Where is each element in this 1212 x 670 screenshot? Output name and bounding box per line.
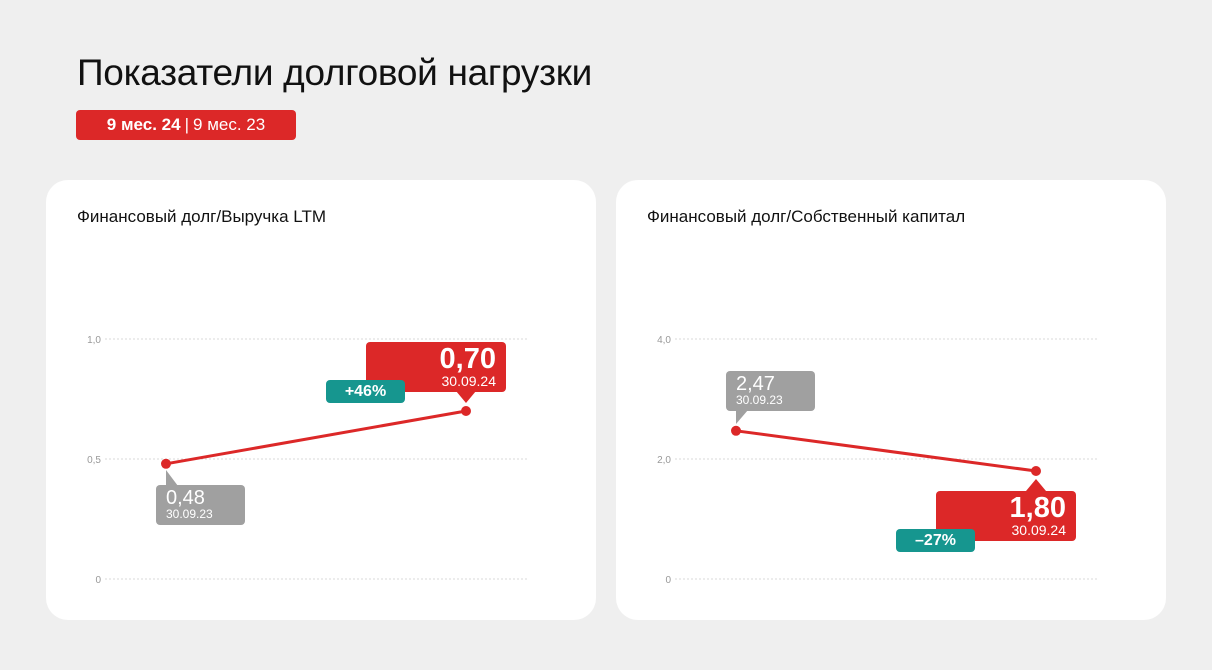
current-date: 30.09.24 xyxy=(441,373,497,389)
data-point xyxy=(1031,466,1041,476)
tooltip-tail xyxy=(166,470,178,486)
current-value: 0,70 xyxy=(439,343,496,375)
y-tick-label: 1,0 xyxy=(87,335,101,346)
data-point xyxy=(461,406,471,416)
chart-svg: 0 0,5 1,0 xyxy=(87,335,527,586)
chart-svg: 0 2,0 4,0 xyxy=(657,335,1097,586)
chart-title: Финансовый долг/Собственный капитал xyxy=(647,207,966,226)
y-tick-label: 4,0 xyxy=(657,335,671,346)
previous-value: 2,47 xyxy=(736,373,775,395)
tooltip-tail xyxy=(456,391,476,403)
y-tick-label: 0,5 xyxy=(87,455,101,466)
chart-card-debt-revenue: Финансовый долг/Выручка LTM 0 0,5 1,0 0,48… xyxy=(46,180,596,620)
series-line xyxy=(165,409,467,466)
period-current[interactable]: 9 мес. 24 xyxy=(106,115,181,134)
change-badge: +46% xyxy=(326,380,405,403)
data-point xyxy=(161,458,171,469)
y-tick-label: 0 xyxy=(95,575,101,586)
chart-card-debt-equity: Финансовый долг/Собственный капитал 0 2,0… xyxy=(616,180,1166,620)
period-previous[interactable]: 9 мес. 23 xyxy=(193,115,266,134)
page-title: Показатели долговой нагрузки xyxy=(77,52,593,93)
previous-date: 30.09.23 xyxy=(166,507,213,521)
current-value: 1,80 xyxy=(1009,492,1066,524)
period-separator: | xyxy=(184,115,190,134)
previous-value-label: 2,47 30.09.23 xyxy=(726,371,815,411)
y-tick-label: 2,0 xyxy=(657,455,671,466)
series-line xyxy=(735,429,1037,473)
current-date: 30.09.24 xyxy=(1011,522,1067,538)
previous-date: 30.09.23 xyxy=(736,393,783,407)
data-point xyxy=(731,425,741,436)
previous-value: 0,48 xyxy=(166,487,205,509)
period-toggle[interactable]: 9 мес. 24 | 9 мес. 23 xyxy=(76,110,296,140)
change-badge: –27% xyxy=(896,529,975,552)
tooltip-tail xyxy=(736,410,748,424)
y-tick-label: 0 xyxy=(665,575,671,586)
chart-title: Финансовый долг/Выручка LTM xyxy=(77,207,327,226)
previous-value-label: 0,48 30.09.23 xyxy=(156,485,245,525)
tooltip-tail xyxy=(1026,479,1046,491)
